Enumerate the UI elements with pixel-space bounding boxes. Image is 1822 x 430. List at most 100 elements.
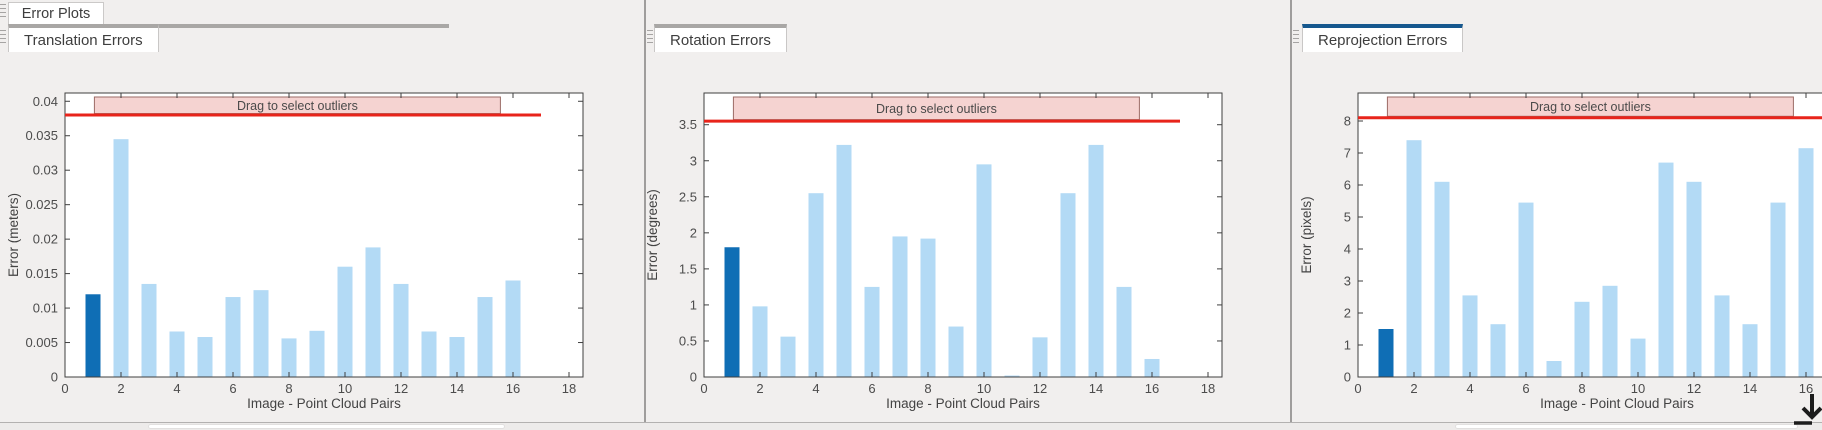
x-tick-label: 2 xyxy=(756,381,763,396)
bar-7[interactable] xyxy=(253,290,269,377)
tab-rotation-errors-label: Rotation Errors xyxy=(670,31,771,49)
outlier-band-label: Drag to select outliers xyxy=(1530,100,1651,114)
panel-translation-errors: Translation Errors Drag to select outlie… xyxy=(0,0,644,422)
bar-5[interactable] xyxy=(836,144,852,377)
tab-reprojection-errors[interactable]: Reprojection Errors xyxy=(1302,24,1464,52)
x-tick-label: 14 xyxy=(1743,381,1757,396)
y-tick-label: 0 xyxy=(690,370,697,385)
x-tick-label: 16 xyxy=(506,381,520,396)
bar-7[interactable] xyxy=(892,236,908,377)
rotation-errors-chart[interactable]: Drag to select outliers 0 2 4 6 8 10 12 14 16 18 0 0… xyxy=(646,22,1290,422)
bar-1[interactable] xyxy=(1378,329,1394,377)
bar-9[interactable] xyxy=(1602,285,1618,377)
bar-14[interactable] xyxy=(449,337,465,377)
x-tick-label: 8 xyxy=(285,381,292,396)
bar-16[interactable] xyxy=(505,280,521,377)
figure-drag-grip-icon[interactable] xyxy=(0,4,6,20)
bar-1[interactable] xyxy=(724,247,740,377)
panel-reprojection-errors: Reprojection Errors Drag to select outli… xyxy=(1290,0,1822,422)
bar-6[interactable] xyxy=(225,297,241,377)
y-tick-label: 7 xyxy=(1344,146,1351,161)
bar-7[interactable] xyxy=(1546,361,1562,377)
bar-4[interactable] xyxy=(808,193,824,377)
bar-16[interactable] xyxy=(1798,148,1814,377)
bar-10[interactable] xyxy=(1630,338,1646,377)
x-tick-label: 14 xyxy=(1089,381,1103,396)
bar-4[interactable] xyxy=(1462,295,1478,377)
bar-8[interactable] xyxy=(920,238,936,377)
x-tick-label: 4 xyxy=(173,381,180,396)
panel-drag-grip-icon[interactable] xyxy=(1293,30,1299,46)
bar-8[interactable] xyxy=(281,338,297,377)
tab-rotation-errors[interactable]: Rotation Errors xyxy=(654,24,787,52)
y-tick-label: 0.03 xyxy=(33,163,58,178)
bottom-strip xyxy=(0,422,1822,430)
axes-box xyxy=(703,92,1223,378)
bar-11[interactable] xyxy=(1658,162,1674,377)
bottom-scrollbar[interactable] xyxy=(1455,424,1798,429)
x-tick-label: 4 xyxy=(812,381,819,396)
bar-10[interactable] xyxy=(337,266,353,377)
x-tick-label: 18 xyxy=(1201,381,1215,396)
panel-drag-grip-icon[interactable] xyxy=(647,30,653,46)
x-tick-label: 10 xyxy=(1631,381,1645,396)
bar-10[interactable] xyxy=(976,164,992,377)
bar-14[interactable] xyxy=(1742,324,1758,377)
bar-6[interactable] xyxy=(1518,202,1534,377)
bar-1[interactable] xyxy=(85,294,101,377)
bar-4[interactable] xyxy=(169,331,185,377)
y-tick-label: 0.015 xyxy=(25,266,58,281)
figure-tab-bar: Error Plots xyxy=(0,0,1822,24)
y-tick-label: 2.5 xyxy=(679,189,697,204)
bar-9[interactable] xyxy=(309,330,325,377)
dock-arrow-icon[interactable] xyxy=(1792,388,1822,430)
bar-2[interactable] xyxy=(752,306,768,377)
reprojection-errors-chart[interactable]: Drag to select outliers 0 2 4 6 8 10 12 14 16 0 1 2 3… xyxy=(1292,22,1822,422)
x-tick-label: 8 xyxy=(1578,381,1585,396)
bar-3[interactable] xyxy=(780,336,796,377)
x-tick-label: 6 xyxy=(868,381,875,396)
x-tick-label: 2 xyxy=(117,381,124,396)
bar-8[interactable] xyxy=(1574,301,1590,377)
y-tick-label: 2 xyxy=(690,225,697,240)
bar-13[interactable] xyxy=(421,331,437,377)
panel-drag-grip-icon[interactable] xyxy=(0,30,6,46)
bar-9[interactable] xyxy=(948,326,964,377)
bar-12[interactable] xyxy=(393,283,409,377)
axes-box xyxy=(1357,92,1822,378)
y-tick-label: 3 xyxy=(1344,274,1351,289)
x-tick-label: 10 xyxy=(977,381,991,396)
bar-3[interactable] xyxy=(141,283,157,377)
y-tick-label: 0.5 xyxy=(679,333,697,348)
bar-16[interactable] xyxy=(1144,358,1160,377)
tab-translation-errors[interactable]: Translation Errors xyxy=(8,24,159,52)
y-axis-label: Error (pixels) xyxy=(1299,196,1314,273)
bar-14[interactable] xyxy=(1088,144,1104,377)
bar-15[interactable] xyxy=(1770,202,1786,377)
bar-12[interactable] xyxy=(1686,181,1702,377)
translation-errors-chart[interactable]: Drag to select outliers 0 2 4 6 8 10 12 14 16 18 0 0… xyxy=(0,22,644,422)
bottom-scrollbar[interactable] xyxy=(148,424,505,429)
panel-rotation-errors: Rotation Errors Drag to select outliers 0… xyxy=(644,0,1290,422)
bar-15[interactable] xyxy=(1116,286,1132,377)
bar-15[interactable] xyxy=(477,297,493,377)
x-tick-label: 2 xyxy=(1410,381,1417,396)
axes-box xyxy=(64,92,584,378)
bar-2[interactable] xyxy=(113,139,129,377)
y-tick-label: 1 xyxy=(1344,338,1351,353)
bar-3[interactable] xyxy=(1434,181,1450,377)
y-tick-label: 0.02 xyxy=(33,232,58,247)
bar-11[interactable] xyxy=(1004,375,1020,377)
y-tick-label: 1 xyxy=(690,297,697,312)
bar-13[interactable] xyxy=(1060,193,1076,377)
bar-5[interactable] xyxy=(197,337,213,377)
bar-12[interactable] xyxy=(1032,337,1048,377)
bar-2[interactable] xyxy=(1406,140,1422,377)
tab-error-plots[interactable]: Error Plots xyxy=(8,2,104,24)
bar-13[interactable] xyxy=(1714,295,1730,377)
bar-11[interactable] xyxy=(365,247,381,377)
bar-6[interactable] xyxy=(864,286,880,377)
x-tick-label: 16 xyxy=(1145,381,1159,396)
bar-5[interactable] xyxy=(1490,324,1506,377)
